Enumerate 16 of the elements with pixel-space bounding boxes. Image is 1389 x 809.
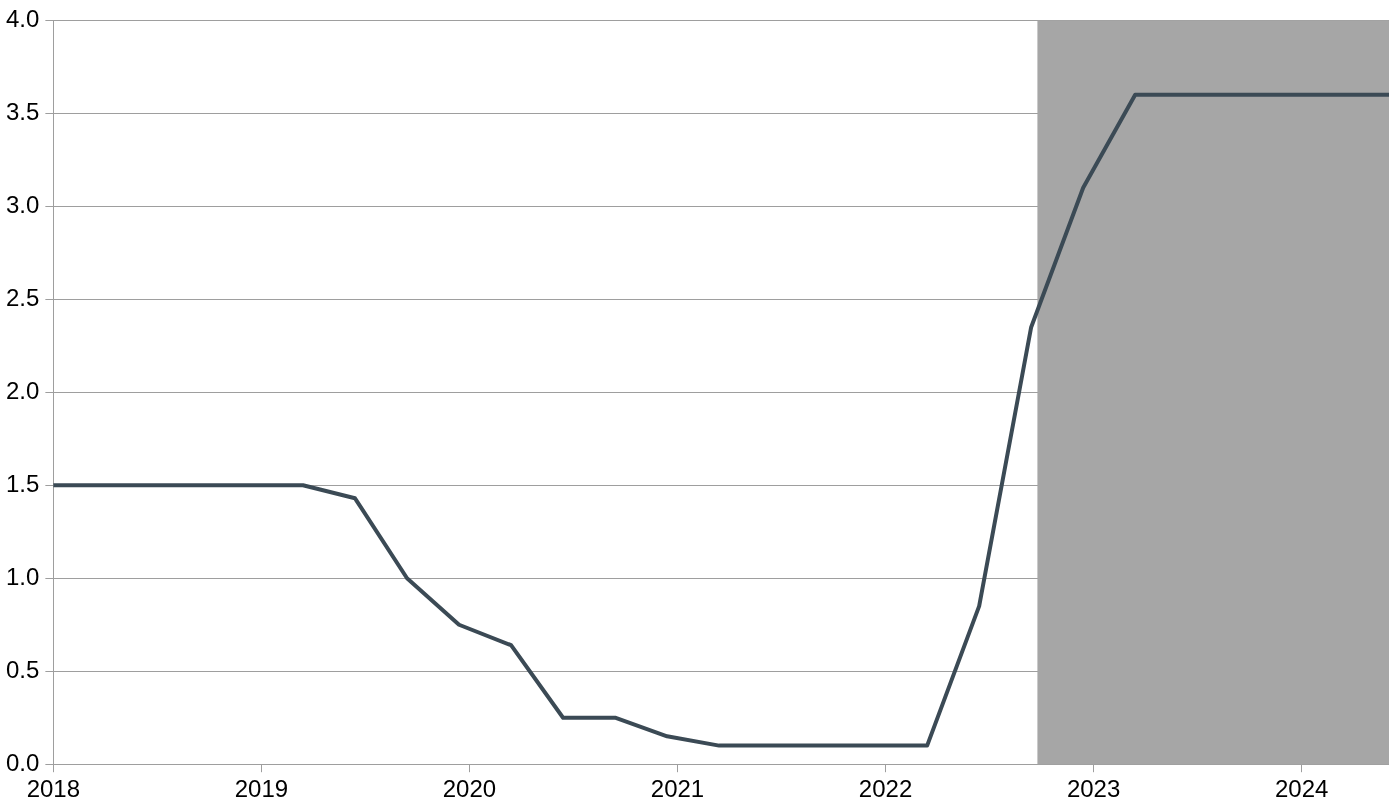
y-tick-label: 2.0	[5, 376, 40, 404]
x-tick-label: 2018	[26, 775, 81, 803]
y-tick-label: 0.5	[5, 655, 40, 683]
y-tick-label: 1.0	[5, 562, 40, 590]
x-tick-label: 2020	[442, 775, 497, 803]
y-tick-label: 3.5	[5, 98, 40, 125]
y-tick-label: 0.0	[5, 748, 40, 776]
x-tick-label: 2019	[234, 775, 289, 803]
y-tick-label: 1.5	[5, 469, 40, 497]
x-tick-label: 2023	[1066, 775, 1121, 803]
x-tick-label: 2022	[858, 775, 913, 803]
y-tick-label: 3.0	[5, 190, 40, 218]
x-tick-label: 2024	[1274, 775, 1329, 803]
y-tick-label: 2.5	[5, 283, 40, 311]
y-tick-label: 4.0	[5, 5, 40, 33]
x-tick-label: 2021	[650, 775, 705, 803]
